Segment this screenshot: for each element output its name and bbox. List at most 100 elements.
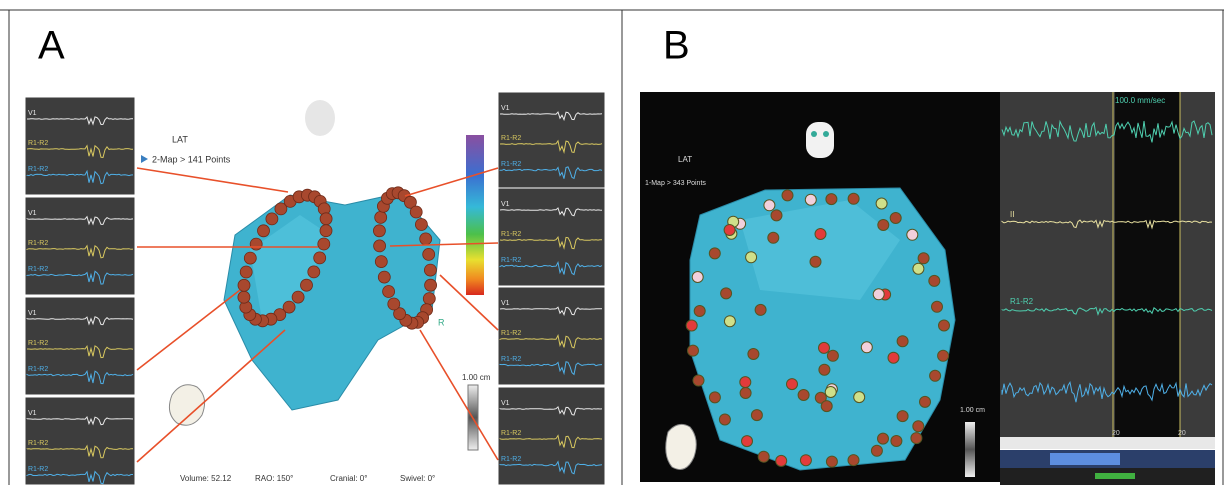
- ecg-label: V1: [501, 400, 510, 407]
- mapping-point: [238, 291, 250, 303]
- mapping-point: [920, 396, 931, 407]
- mapping-point: [724, 316, 735, 327]
- mapping-point: [755, 304, 766, 315]
- map-points: 1-Map > 343 Points: [645, 180, 706, 187]
- mapping-point: [693, 375, 704, 386]
- ecg-label: V1: [28, 110, 37, 117]
- mapping-point: [751, 410, 762, 421]
- mapping-point: [742, 436, 753, 447]
- mapping-point: [301, 279, 313, 291]
- mapping-point: [861, 342, 872, 353]
- map-arrow: [141, 155, 148, 163]
- mapping-point: [911, 433, 922, 444]
- status-indicator: [1095, 473, 1135, 479]
- time-label: 20: [1178, 430, 1186, 437]
- mapping-point: [787, 379, 798, 390]
- ecg-label: R1-R2: [28, 140, 48, 147]
- mapping-point: [907, 229, 918, 240]
- ecg-label: R1-R2: [28, 440, 48, 447]
- mapping-point: [320, 213, 332, 225]
- ecg-label: R1-R2: [28, 166, 48, 173]
- mapping-point: [410, 206, 422, 218]
- mapping-point: [692, 272, 703, 283]
- mapping-point: [423, 293, 435, 305]
- map-title: LAT: [678, 155, 692, 164]
- mapping-point: [308, 266, 320, 278]
- mapping-point: [810, 256, 821, 267]
- ecg-label: V1: [501, 105, 510, 112]
- mapping-point: [854, 392, 865, 403]
- marker-label: R: [438, 317, 445, 327]
- mapping-point: [825, 387, 836, 398]
- mapping-point: [764, 200, 775, 211]
- figure: A LAT 2-Map > 141 Points R 1.00 cm Volum…: [0, 0, 1224, 485]
- footer-label: Cranial: 0°: [330, 474, 367, 483]
- lead-label: II: [1010, 210, 1014, 219]
- mapping-point: [776, 455, 787, 466]
- mapping-point: [848, 193, 859, 204]
- ecg-label: R1-R2: [501, 231, 521, 238]
- mapping-point: [383, 286, 395, 298]
- mapping-point: [771, 210, 782, 221]
- ecg-label: R1-R2: [501, 430, 521, 437]
- mapping-point: [890, 213, 901, 224]
- mapping-point: [876, 198, 887, 209]
- scrollbar: [1000, 437, 1215, 449]
- mapping-point: [821, 401, 832, 412]
- mapping-point: [292, 291, 304, 303]
- mapping-point: [388, 298, 400, 310]
- mapping-point: [930, 370, 941, 381]
- mapping-point: [748, 349, 759, 360]
- footer-label: Swivel: 0°: [400, 474, 435, 483]
- mapping-point: [826, 456, 837, 467]
- scale-label: 1.00 cm: [462, 373, 491, 382]
- ecg-label: V1: [28, 410, 37, 417]
- mapping-point: [258, 225, 270, 237]
- mapping-point: [415, 219, 427, 231]
- mapping-point: [913, 421, 924, 432]
- mapping-point: [800, 455, 811, 466]
- mapping-point: [888, 352, 899, 363]
- mapping-point: [913, 263, 924, 274]
- mapping-point: [694, 306, 705, 317]
- toolbar-slider: [1050, 453, 1120, 465]
- lead-label: R1-R2: [1010, 297, 1034, 306]
- mapping-point: [815, 229, 826, 240]
- mapping-point: [374, 240, 386, 252]
- mapping-point: [709, 248, 720, 259]
- mapping-point: [266, 213, 278, 225]
- ecg-label: R1-R2: [28, 466, 48, 473]
- mapping-point: [740, 377, 751, 388]
- mapping-point: [375, 256, 387, 268]
- mapping-point: [871, 445, 882, 456]
- heart-icon: [169, 385, 204, 425]
- ecg-label: V1: [501, 201, 510, 208]
- mapping-point: [686, 320, 697, 331]
- mapping-point: [314, 252, 326, 264]
- ecg-label: R1-R2: [501, 135, 521, 142]
- mapping-point: [423, 248, 435, 260]
- mapping-point: [805, 194, 816, 205]
- mapping-point: [721, 288, 732, 299]
- mapping-point: [758, 451, 769, 462]
- mapping-point: [798, 390, 809, 401]
- ecg-label: R1-R2: [28, 240, 48, 247]
- atrium-model: [224, 193, 440, 410]
- color-bar: [466, 135, 484, 295]
- ecg-label: R1-R2: [28, 266, 48, 273]
- ecg-window: [1000, 92, 1215, 437]
- mapping-point: [932, 301, 943, 312]
- ecg-label: R1-R2: [501, 257, 521, 264]
- ecg-label: R1-R2: [501, 161, 521, 168]
- footer-label: Volume: 52.12: [180, 474, 232, 483]
- map-title: LAT: [172, 134, 188, 144]
- ecg-label: R1-R2: [501, 356, 521, 363]
- mapping-point: [719, 414, 730, 425]
- mapping-point: [891, 436, 902, 447]
- sweep-label: 100.0 mm/sec: [1115, 96, 1165, 105]
- ecg-label: R1-R2: [28, 366, 48, 373]
- mapping-point: [320, 225, 332, 237]
- mapping-point: [244, 252, 256, 264]
- scale-bar: [965, 422, 975, 477]
- mapping-point: [897, 336, 908, 347]
